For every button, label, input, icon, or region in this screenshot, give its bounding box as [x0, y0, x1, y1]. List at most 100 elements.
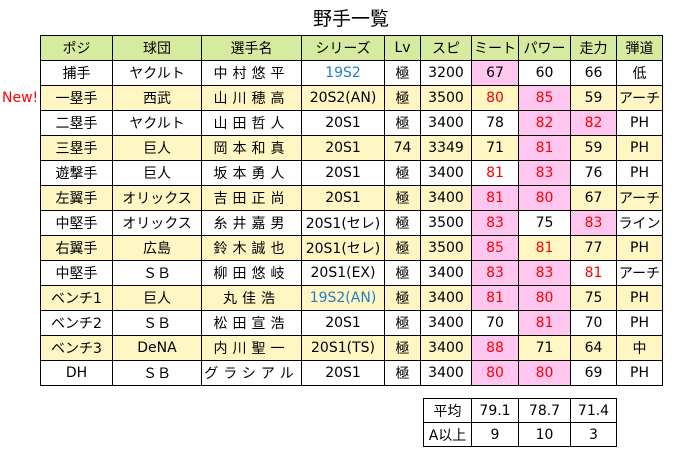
speed-cell: 77 — [570, 235, 617, 261]
meet-cell: 71 — [471, 135, 519, 161]
power-cell: 81 — [518, 235, 571, 261]
meet-cell: 85 — [471, 235, 519, 261]
series-cell: 20S1 — [301, 110, 385, 136]
series-cell: 19S2(AN) — [301, 285, 385, 311]
power-cell: 81 — [518, 310, 571, 336]
player-name-cell: 松田宣浩 — [201, 310, 302, 336]
trajectory-cell: PH — [616, 235, 663, 261]
series-cell: 20S1(セレ) — [301, 235, 385, 261]
stats-value-power: 10 — [518, 422, 571, 447]
position-cell: 二塁手 — [40, 110, 113, 136]
level-cell: 極 — [384, 260, 421, 286]
stats-table: 平均 79.1 78.7 71.4 A以上 9 10 3 — [423, 398, 617, 447]
stats-value-power: 78.7 — [518, 398, 571, 423]
team-cell: 巨人 — [112, 135, 202, 161]
table-row: 遊撃手 巨人 坂本勇人 20S1 極 3400 81 83 76 PH — [40, 160, 663, 186]
player-name-cell: 坂本勇人 — [201, 160, 302, 186]
level-cell: 極 — [384, 210, 421, 236]
spirit-cell: 3400 — [420, 360, 472, 386]
stats-value-meet: 9 — [471, 422, 519, 447]
meet-cell: 70 — [471, 310, 519, 336]
player-name-cell: 柳田悠岐 — [201, 260, 302, 286]
power-cell: 71 — [518, 335, 571, 361]
player-name-cell: 糸井嘉男 — [201, 210, 302, 236]
spirit-cell: 3400 — [420, 110, 472, 136]
trajectory-cell: PH — [616, 160, 663, 186]
level-cell: 極 — [384, 335, 421, 361]
spirit-cell: 3500 — [420, 235, 472, 261]
trajectory-cell: PH — [616, 110, 663, 136]
player-name-cell: 山田哲人 — [201, 110, 302, 136]
table-row: 二塁手 ヤクルト 山田哲人 20S1 極 3400 78 82 82 PH — [40, 110, 663, 136]
stats-value-speed: 71.4 — [570, 398, 617, 423]
player-name-cell: 山川穂高 — [201, 85, 302, 111]
position-cell: 中堅手 — [40, 260, 113, 286]
table-row: ベンチ3 DeNA 内川聖一 20S1(TS) 極 3400 88 71 64 中 — [40, 335, 663, 361]
trajectory-cell: ライン — [616, 210, 663, 236]
series-cell: 20S1(セレ) — [301, 210, 385, 236]
meet-cell: 81 — [471, 185, 519, 211]
team-cell: ＳＢ — [112, 260, 202, 286]
player-name-cell: 鈴木誠也 — [201, 235, 302, 261]
level-cell: 極 — [384, 285, 421, 311]
position-cell: 左翼手 — [40, 185, 113, 211]
level-cell: 極 — [384, 160, 421, 186]
header-level: Lv — [384, 35, 421, 61]
power-cell: 75 — [518, 210, 571, 236]
team-cell: オリックス — [112, 185, 202, 211]
player-name-cell: 吉田正尚 — [201, 185, 302, 211]
series-cell: 20S1 — [301, 310, 385, 336]
speed-cell: 69 — [570, 360, 617, 386]
trajectory-cell: PH — [616, 310, 663, 336]
power-cell: 80 — [518, 285, 571, 311]
speed-cell: 76 — [570, 160, 617, 186]
level-cell: 極 — [384, 185, 421, 211]
header-position: ポジ — [40, 35, 113, 61]
series-cell: 20S1 — [301, 160, 385, 186]
series-cell: 20S1 — [301, 135, 385, 161]
player-name-cell: 中村悠平 — [201, 60, 302, 86]
speed-cell: 66 — [570, 60, 617, 86]
header-player-name: 選手名 — [201, 35, 302, 61]
header-speed: 走力 — [570, 35, 617, 61]
spirit-cell: 3400 — [420, 285, 472, 311]
header-meet: ミート — [471, 35, 519, 61]
team-cell: 西武 — [112, 85, 202, 111]
meet-cell: 78 — [471, 110, 519, 136]
meet-cell: 83 — [471, 210, 519, 236]
spirit-cell: 3349 — [420, 135, 472, 161]
power-cell: 83 — [518, 260, 571, 286]
position-cell: ベンチ3 — [40, 335, 113, 361]
table-row: 中堅手 オリックス 糸井嘉男 20S1(セレ) 極 3500 83 75 83 ライン — [40, 210, 663, 236]
team-cell: ＳＢ — [112, 360, 202, 386]
position-cell: ベンチ1 — [40, 285, 113, 311]
speed-cell: 59 — [570, 85, 617, 111]
team-cell: 巨人 — [112, 160, 202, 186]
trajectory-cell: アーチ — [616, 185, 663, 211]
stats-row-a-or-above: A以上 9 10 3 — [423, 422, 617, 447]
meet-cell: 88 — [471, 335, 519, 361]
position-cell: DH — [40, 360, 113, 386]
team-cell: 広島 — [112, 235, 202, 261]
speed-cell: 59 — [570, 135, 617, 161]
trajectory-cell: 低 — [616, 60, 663, 86]
stats-label: A以上 — [423, 422, 472, 447]
power-cell: 85 — [518, 85, 571, 111]
team-cell: DeNA — [112, 335, 202, 361]
series-cell: 20S1 — [301, 185, 385, 211]
spirit-cell: 3500 — [420, 210, 472, 236]
power-cell: 81 — [518, 135, 571, 161]
table-row: 三塁手 巨人 岡本和真 20S1 74 3349 71 81 59 PH — [40, 135, 663, 161]
level-cell: 極 — [384, 360, 421, 386]
power-cell: 80 — [518, 360, 571, 386]
spirit-cell: 3400 — [420, 160, 472, 186]
meet-cell: 81 — [471, 160, 519, 186]
meet-cell: 81 — [471, 285, 519, 311]
stats-value-meet: 79.1 — [471, 398, 519, 423]
speed-cell: 75 — [570, 285, 617, 311]
player-name-cell: グラシアル — [201, 360, 302, 386]
meet-cell: 67 — [471, 60, 519, 86]
speed-cell: 64 — [570, 335, 617, 361]
header-power: パワー — [518, 35, 571, 61]
spirit-cell: 3500 — [420, 85, 472, 111]
